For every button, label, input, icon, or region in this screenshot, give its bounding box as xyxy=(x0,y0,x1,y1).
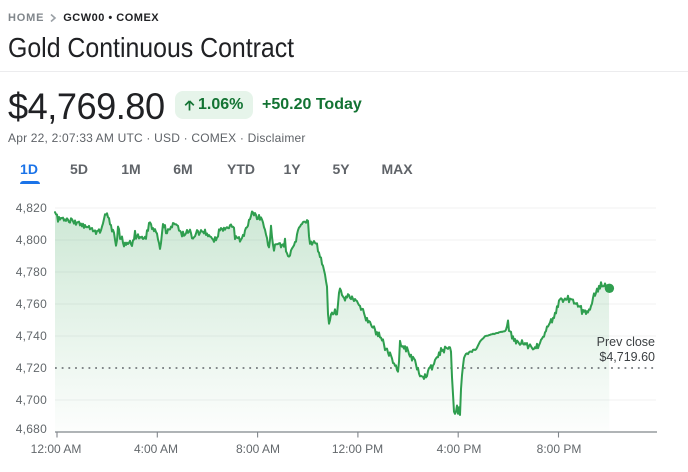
svg-text:8:00 AM: 8:00 AM xyxy=(236,442,280,456)
svg-text:Prev close: Prev close xyxy=(597,335,655,349)
svg-text:12:00 AM: 12:00 AM xyxy=(31,442,82,456)
svg-text:$4,719.60: $4,719.60 xyxy=(599,350,655,364)
svg-text:4:00 AM: 4:00 AM xyxy=(134,442,178,456)
svg-text:12:00 PM: 12:00 PM xyxy=(332,442,383,456)
svg-text:4,760: 4,760 xyxy=(16,297,47,311)
svg-text:4:00 PM: 4:00 PM xyxy=(437,442,482,456)
svg-text:4,680: 4,680 xyxy=(16,422,47,436)
svg-text:4,820: 4,820 xyxy=(16,201,47,215)
svg-text:4,780: 4,780 xyxy=(16,265,47,279)
svg-text:8:00 PM: 8:00 PM xyxy=(537,442,582,456)
svg-text:4,740: 4,740 xyxy=(16,329,47,343)
svg-text:4,700: 4,700 xyxy=(16,393,47,407)
svg-text:4,720: 4,720 xyxy=(16,361,47,375)
svg-text:4,800: 4,800 xyxy=(16,233,47,247)
